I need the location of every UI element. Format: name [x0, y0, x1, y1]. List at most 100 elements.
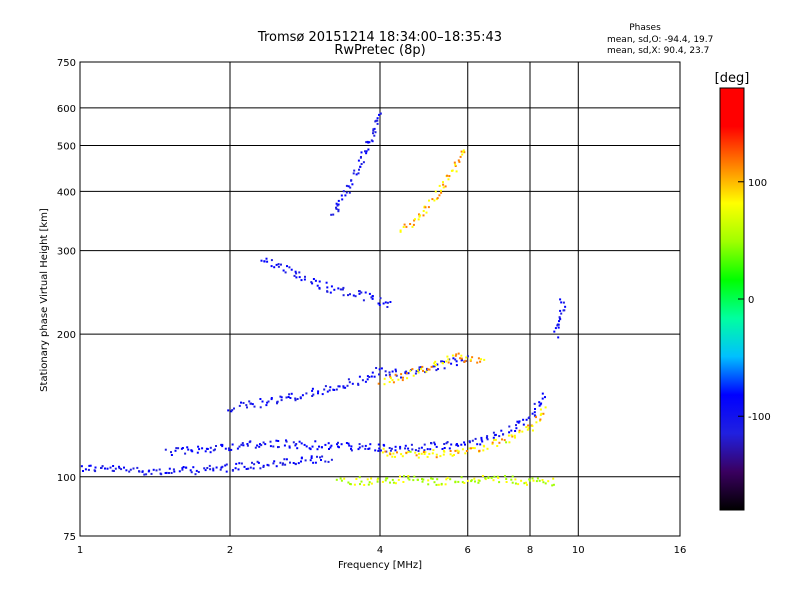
data-point: [551, 484, 554, 487]
data-point: [538, 401, 541, 404]
data-point: [304, 459, 307, 462]
data-point: [329, 291, 332, 294]
data-point: [129, 468, 132, 471]
data-point: [111, 469, 114, 472]
data-point: [220, 443, 223, 446]
data-point: [104, 467, 106, 470]
y-tick-label: 600: [57, 104, 76, 115]
data-point: [381, 480, 384, 483]
data-point: [400, 376, 402, 379]
data-point: [173, 470, 176, 473]
data-point: [418, 215, 421, 218]
trace: [381, 406, 547, 459]
data-point: [370, 296, 373, 299]
data-point: [168, 467, 171, 470]
data-point: [404, 444, 407, 447]
data-point: [368, 481, 371, 484]
data-point: [359, 483, 361, 486]
data-point: [220, 466, 223, 469]
data-point: [298, 276, 301, 279]
data-point: [305, 392, 308, 395]
data-point: [557, 336, 560, 339]
data-point: [407, 450, 410, 453]
data-point: [421, 480, 424, 483]
data-point: [240, 443, 243, 446]
data-point: [487, 477, 490, 479]
data-point: [486, 438, 489, 441]
data-point: [246, 444, 249, 447]
data-point: [437, 368, 439, 370]
phase-stats-o: mean, sd,O: -94.4, 19.7: [607, 35, 713, 45]
x-tick-label: 8: [527, 545, 533, 556]
data-point: [494, 438, 497, 441]
data-point: [386, 301, 389, 304]
data-point: [348, 381, 351, 384]
data-point: [248, 400, 251, 403]
data-point: [174, 449, 177, 452]
data-point: [337, 287, 340, 290]
data-point: [463, 482, 466, 484]
data-point: [311, 389, 314, 392]
plot-area: [79, 61, 681, 537]
data-point: [389, 377, 392, 380]
data-point: [367, 483, 370, 486]
data-point: [403, 475, 405, 478]
data-point: [547, 480, 550, 483]
data-point: [481, 475, 484, 477]
data-point: [510, 429, 513, 432]
data-point: [267, 464, 270, 467]
data-point: [364, 380, 367, 383]
data-point: [514, 430, 517, 432]
data-point: [349, 483, 352, 486]
x-tick-label: 1: [77, 545, 83, 556]
data-point: [469, 359, 472, 362]
data-point: [118, 467, 121, 470]
data-point: [243, 465, 246, 468]
data-point: [435, 369, 438, 372]
data-point: [285, 396, 288, 399]
data-point: [542, 481, 545, 484]
data-point: [465, 450, 468, 452]
data-point: [531, 429, 534, 432]
data-point: [358, 446, 361, 449]
data-point: [425, 370, 428, 373]
data-point: [377, 302, 380, 305]
data-point: [259, 467, 262, 470]
data-point: [427, 479, 430, 482]
data-point: [349, 293, 351, 296]
data-point: [379, 297, 382, 300]
data-point: [423, 443, 426, 446]
data-point: [299, 396, 302, 399]
data-point: [376, 480, 379, 483]
data-point: [450, 443, 453, 446]
data-point: [335, 206, 337, 209]
data-point: [230, 410, 233, 413]
data-point: [363, 484, 366, 486]
data-point: [277, 265, 280, 268]
data-point: [505, 481, 508, 483]
data-point: [424, 206, 427, 209]
data-point: [219, 468, 222, 471]
data-point: [510, 478, 513, 481]
data-point: [492, 431, 495, 434]
data-point: [357, 172, 360, 175]
data-point: [376, 117, 379, 120]
data-point: [505, 478, 508, 480]
data-point: [394, 449, 397, 452]
data-point: [508, 431, 511, 434]
data-point: [257, 461, 260, 464]
data-point: [242, 402, 245, 404]
x-tick-label: 2: [227, 545, 233, 556]
data-point: [411, 225, 414, 228]
data-point: [522, 418, 525, 421]
data-point: [526, 428, 529, 431]
data-point: [418, 368, 420, 371]
data-point: [181, 467, 184, 470]
data-point: [347, 481, 350, 484]
data-point: [391, 379, 394, 382]
data-point: [84, 468, 87, 471]
data-point: [515, 427, 518, 430]
trace: [399, 149, 466, 233]
data-point: [196, 451, 199, 454]
data-point: [455, 364, 458, 367]
